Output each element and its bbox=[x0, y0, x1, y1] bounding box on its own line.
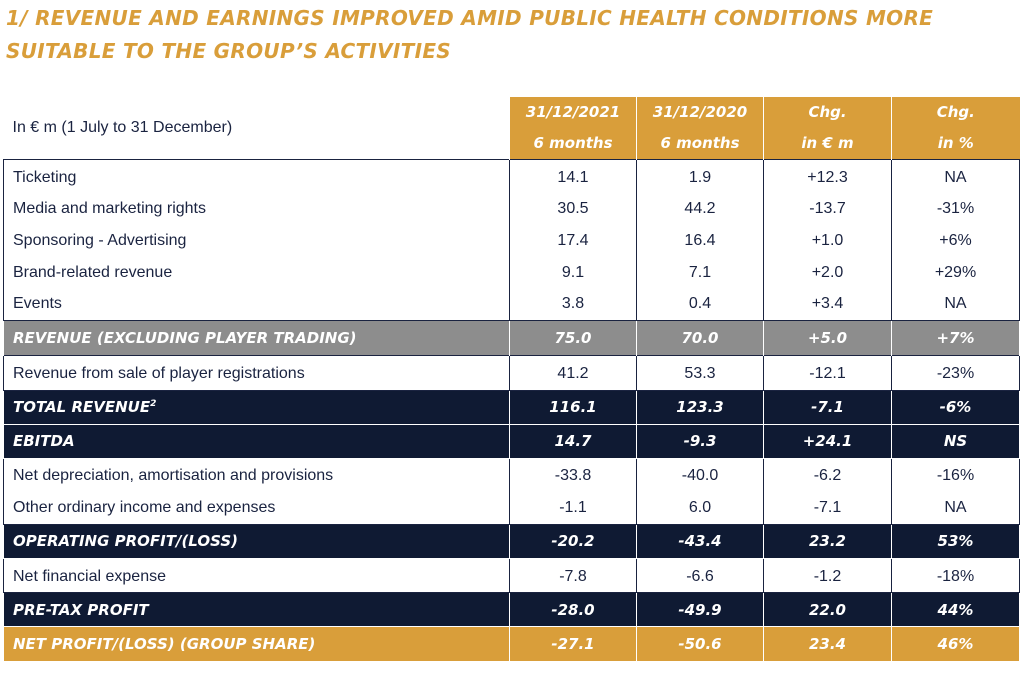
change-abs: +2.0 bbox=[763, 256, 892, 289]
column-header-change-abs: Chg. in € m bbox=[763, 96, 892, 160]
value-2020: -49.9 bbox=[636, 592, 764, 628]
row-label: Total revenue2 bbox=[3, 390, 510, 425]
row-financial-expense: Net financial expense -7.8 -6.6 -1.2 -18… bbox=[3, 557, 1020, 594]
change-abs: +3.4 bbox=[763, 288, 892, 321]
value-2020: 6.0 bbox=[636, 492, 764, 525]
row-operating-profit: Operating profit/(loss) -20.2 -43.4 23.2… bbox=[3, 524, 1020, 559]
row-events: Events 3.8 0.4 +3.4 NA bbox=[3, 288, 1020, 321]
value-2021: 9.1 bbox=[509, 256, 637, 289]
section-heading: 1/ REVENUE AND EARNINGS IMPROVED AMID PU… bbox=[6, 6, 934, 63]
row-label: Operating profit/(loss) bbox=[3, 524, 510, 559]
row-label: Revenue (excluding player trading) bbox=[3, 320, 510, 356]
change-abs: +1.0 bbox=[763, 225, 892, 257]
value-2021: -1.1 bbox=[509, 492, 637, 525]
change-pct: -31% bbox=[891, 193, 1020, 226]
change-pct: -6% bbox=[891, 390, 1020, 425]
row-ticketing: Ticketing 14.1 1.9 +12.3 NA bbox=[3, 158, 1020, 194]
value-2020: -43.4 bbox=[636, 524, 764, 559]
row-label: Brand-related revenue bbox=[3, 256, 510, 289]
value-2020: -40.0 bbox=[636, 457, 764, 493]
change-abs: -1.2 bbox=[763, 557, 892, 594]
row-total-revenue: Total revenue2 116.1 123.3 -7.1 -6% bbox=[3, 390, 1020, 425]
value-2021: -7.8 bbox=[509, 557, 637, 594]
value-2021: 3.8 bbox=[509, 288, 637, 321]
change-pct: -18% bbox=[891, 557, 1020, 594]
change-pct: 44% bbox=[891, 592, 1020, 628]
row-label: Revenue from sale of player registration… bbox=[3, 354, 510, 391]
row-label: EBITDA bbox=[3, 424, 510, 459]
value-2021: 14.1 bbox=[509, 158, 637, 194]
header-row: In € m (1 July to 31 December) 31/12/202… bbox=[3, 96, 1020, 160]
value-2020: 44.2 bbox=[636, 193, 764, 226]
change-pct: 46% bbox=[891, 626, 1020, 662]
column-header-2020: 31/12/2020 6 months bbox=[636, 96, 764, 160]
row-media-marketing-rights: Media and marketing rights 30.5 44.2 -13… bbox=[3, 193, 1020, 226]
change-abs: 22.0 bbox=[763, 592, 892, 628]
row-depreciation: Net depreciation, amortisation and provi… bbox=[3, 457, 1020, 493]
value-2020: 1.9 bbox=[636, 158, 764, 194]
column-header-change-pct: Chg. in % bbox=[891, 96, 1020, 160]
change-pct: NA bbox=[891, 158, 1020, 194]
row-sponsoring: Sponsoring - Advertising 17.4 16.4 +1.0 … bbox=[3, 225, 1020, 257]
change-pct: -23% bbox=[891, 354, 1020, 391]
value-2020: -6.6 bbox=[636, 557, 764, 594]
change-abs: +24.1 bbox=[763, 424, 892, 459]
row-label: Net financial expense bbox=[3, 557, 510, 594]
column-header-2021: 31/12/2021 6 months bbox=[509, 96, 637, 160]
row-label: Ticketing bbox=[3, 158, 510, 194]
row-net-profit: Net profit/(loss) (Group share) -27.1 -5… bbox=[3, 626, 1020, 662]
row-player-sales: Revenue from sale of player registration… bbox=[3, 354, 1020, 391]
change-pct: NA bbox=[891, 288, 1020, 321]
change-pct: +29% bbox=[891, 256, 1020, 289]
results-table: In € m (1 July to 31 December) 31/12/202… bbox=[3, 96, 1020, 662]
footnote-marker: 2 bbox=[150, 399, 157, 410]
row-label: Other ordinary income and expenses bbox=[3, 492, 510, 525]
change-pct: NS bbox=[891, 424, 1020, 459]
row-label: Net profit/(loss) (Group share) bbox=[3, 626, 510, 662]
change-abs: +5.0 bbox=[763, 320, 892, 356]
row-revenue-excl-player-trading: Revenue (excluding player trading) 75.0 … bbox=[3, 320, 1020, 356]
change-abs: 23.2 bbox=[763, 524, 892, 559]
row-label: Events bbox=[3, 288, 510, 321]
value-2020: 7.1 bbox=[636, 256, 764, 289]
change-abs: -7.1 bbox=[763, 390, 892, 425]
value-2020: -9.3 bbox=[636, 424, 764, 459]
row-label: Sponsoring - Advertising bbox=[3, 225, 510, 257]
row-label: Pre-tax profit bbox=[3, 592, 510, 628]
value-2021: 17.4 bbox=[509, 225, 637, 257]
change-abs: -6.2 bbox=[763, 457, 892, 493]
value-2021: 116.1 bbox=[509, 390, 637, 425]
value-2021: 41.2 bbox=[509, 354, 637, 391]
row-brand-revenue: Brand-related revenue 9.1 7.1 +2.0 +29% bbox=[3, 256, 1020, 289]
change-abs: -12.1 bbox=[763, 354, 892, 391]
change-abs: -7.1 bbox=[763, 492, 892, 525]
value-2021: 75.0 bbox=[509, 320, 637, 356]
change-abs: 23.4 bbox=[763, 626, 892, 662]
row-ebitda: EBITDA 14.7 -9.3 +24.1 NS bbox=[3, 424, 1020, 459]
value-2021: -27.1 bbox=[509, 626, 637, 662]
change-pct: +7% bbox=[891, 320, 1020, 356]
row-other-ordinary: Other ordinary income and expenses -1.1 … bbox=[3, 492, 1020, 525]
row-label: Media and marketing rights bbox=[3, 193, 510, 226]
change-pct: NA bbox=[891, 492, 1020, 525]
value-2020: -50.6 bbox=[636, 626, 764, 662]
row-label: Net depreciation, amortisation and provi… bbox=[3, 457, 510, 493]
value-2020: 70.0 bbox=[636, 320, 764, 356]
value-2020: 123.3 bbox=[636, 390, 764, 425]
value-2020: 0.4 bbox=[636, 288, 764, 321]
change-pct: -16% bbox=[891, 457, 1020, 493]
change-pct: 53% bbox=[891, 524, 1020, 559]
value-2021: -20.2 bbox=[509, 524, 637, 559]
value-2021: 30.5 bbox=[509, 193, 637, 226]
value-2021: -33.8 bbox=[509, 457, 637, 493]
unit-label: In € m (1 July to 31 December) bbox=[3, 96, 510, 160]
value-2020: 53.3 bbox=[636, 354, 764, 391]
row-pretax-profit: Pre-tax profit -28.0 -49.9 22.0 44% bbox=[3, 592, 1020, 628]
value-2020: 16.4 bbox=[636, 225, 764, 257]
value-2021: -28.0 bbox=[509, 592, 637, 628]
value-2021: 14.7 bbox=[509, 424, 637, 459]
change-pct: +6% bbox=[891, 225, 1020, 257]
change-abs: -13.7 bbox=[763, 193, 892, 226]
change-abs: +12.3 bbox=[763, 158, 892, 194]
